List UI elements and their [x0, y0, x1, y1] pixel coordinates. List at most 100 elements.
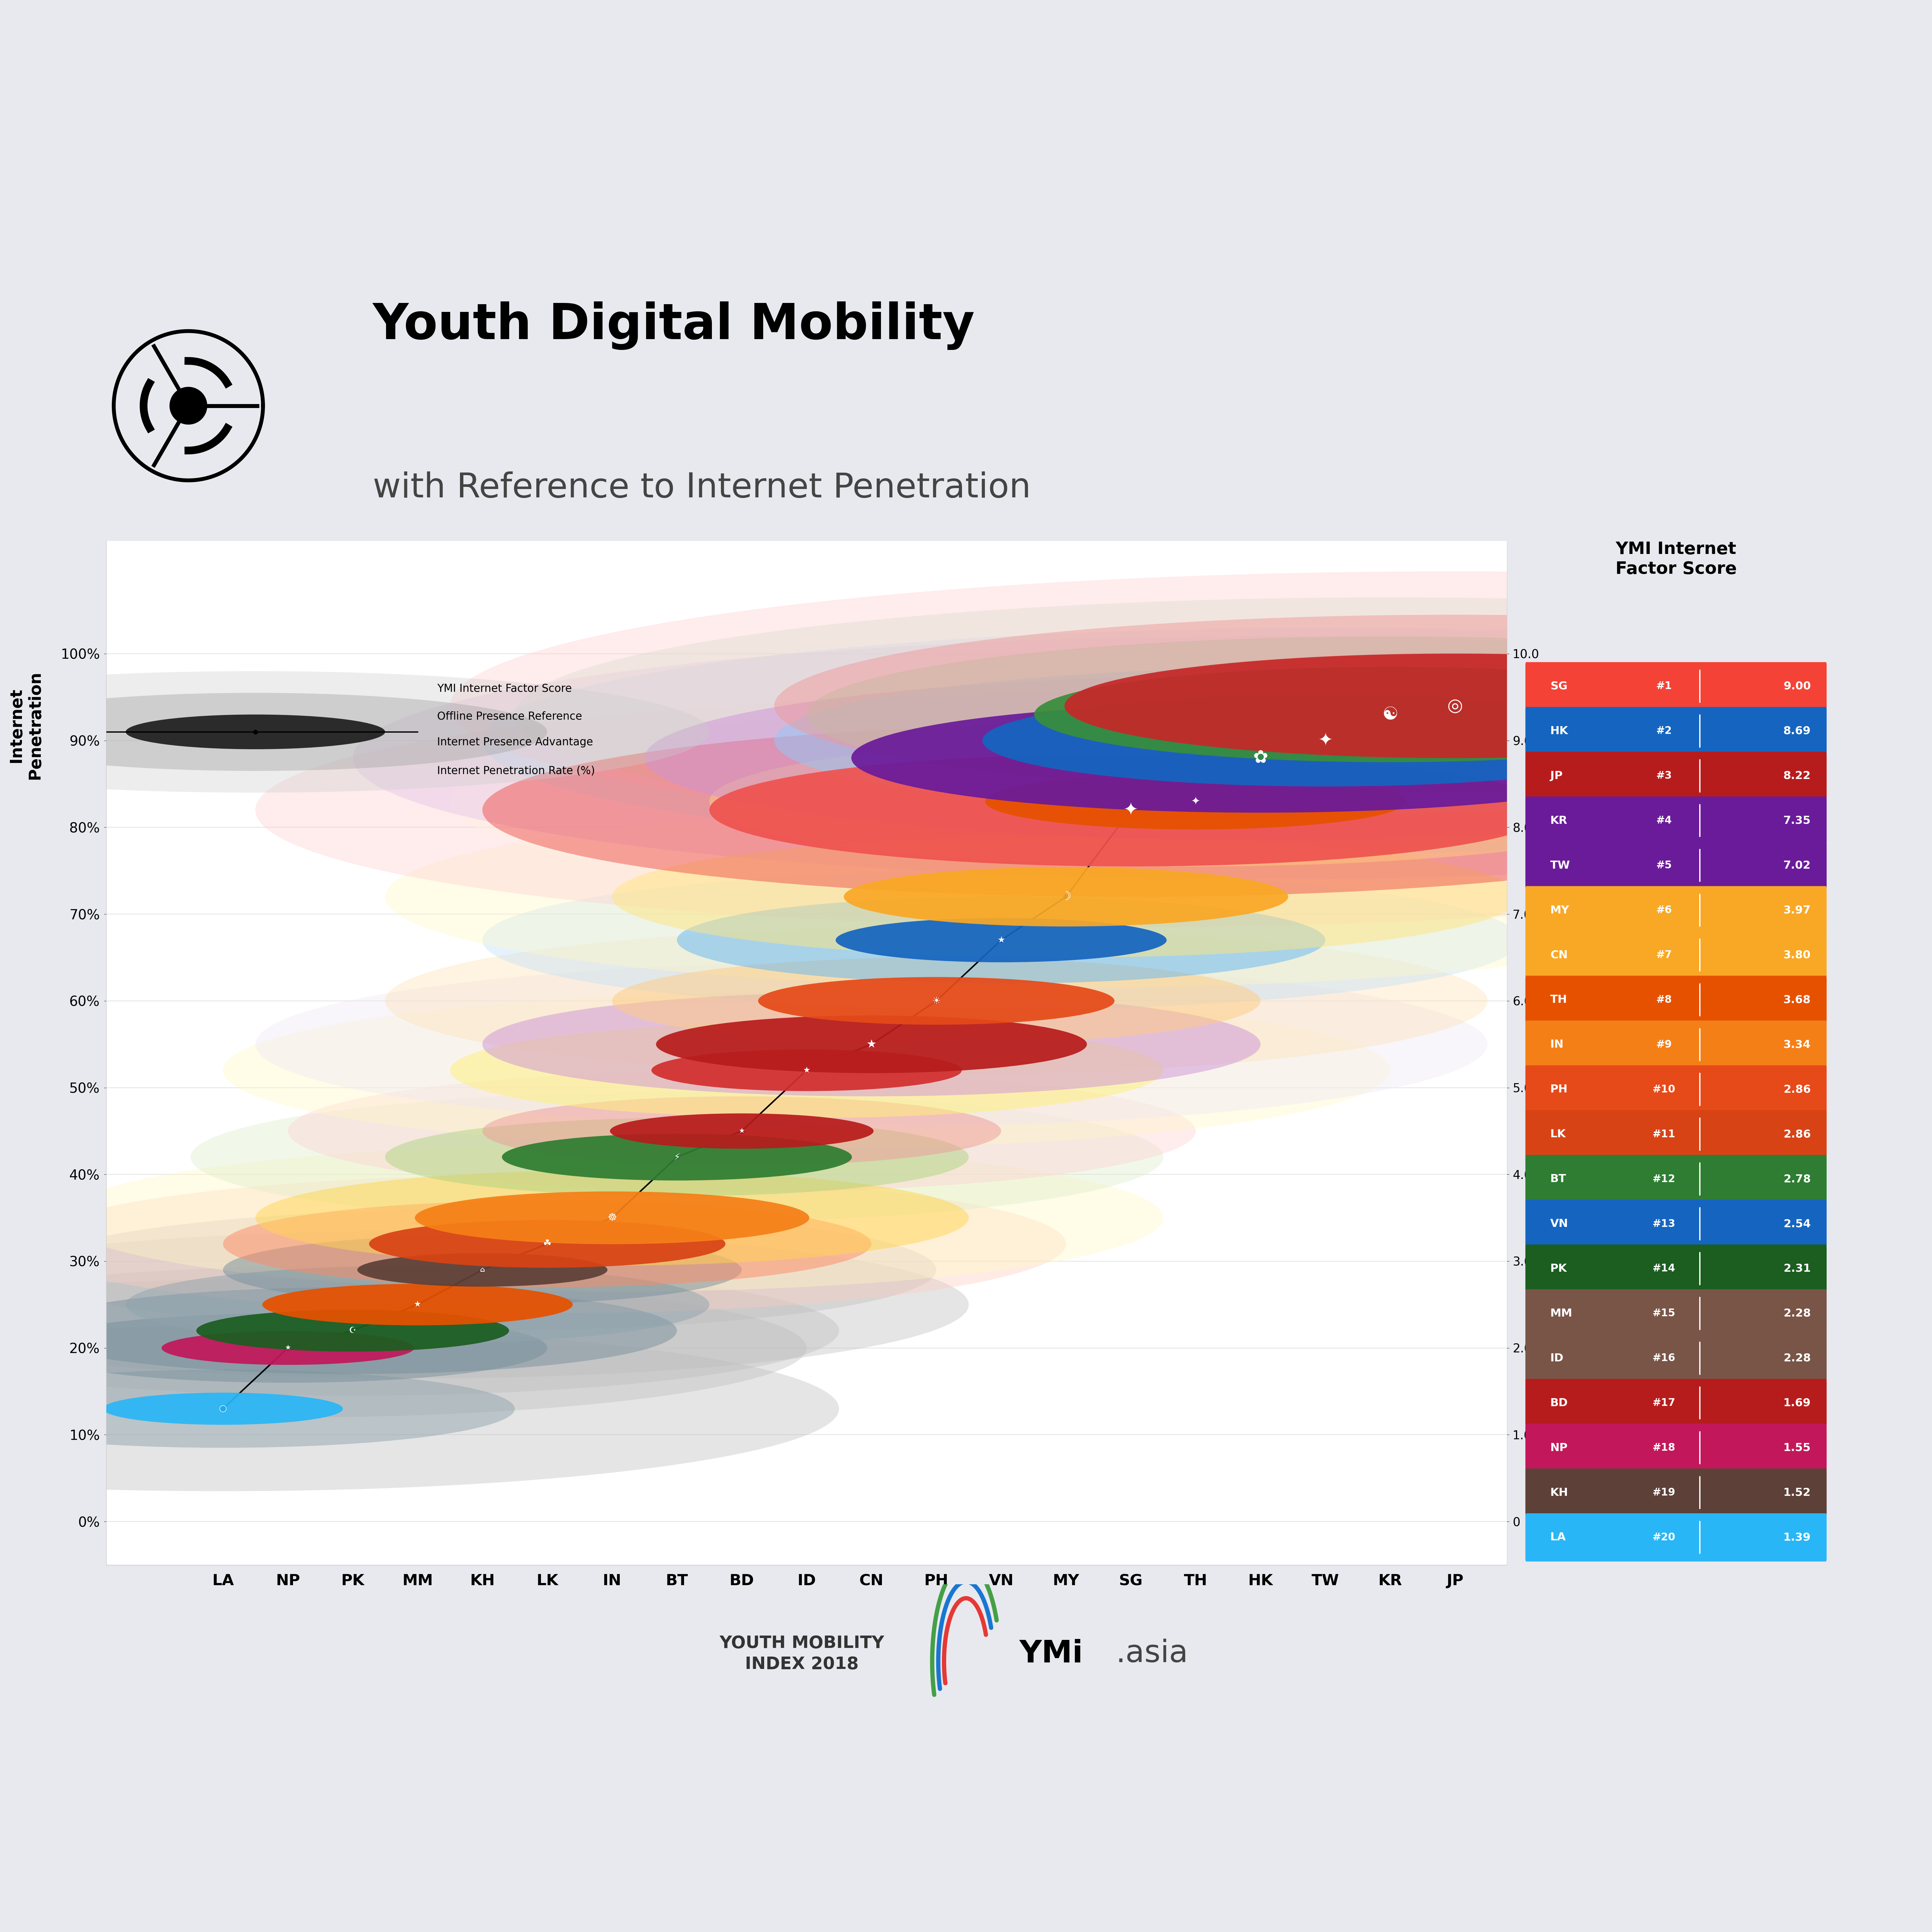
Text: KR: KR: [1549, 815, 1567, 825]
Text: #3: #3: [1656, 771, 1671, 781]
Circle shape: [255, 694, 1932, 927]
Circle shape: [384, 806, 1747, 987]
Text: #18: #18: [1652, 1443, 1675, 1453]
Circle shape: [1034, 667, 1747, 761]
Circle shape: [676, 896, 1325, 983]
Text: ☽: ☽: [1061, 891, 1070, 902]
FancyBboxPatch shape: [1526, 1289, 1826, 1337]
Text: #10: #10: [1652, 1084, 1675, 1095]
Text: JP: JP: [1549, 771, 1563, 781]
Circle shape: [852, 703, 1669, 813]
Circle shape: [709, 753, 1551, 866]
Circle shape: [657, 1016, 1088, 1072]
FancyBboxPatch shape: [1526, 1244, 1826, 1293]
Text: Internet Penetration Rate (%): Internet Penetration Rate (%): [437, 765, 595, 777]
Text: IN: IN: [1549, 1039, 1563, 1049]
Text: ✦: ✦: [1190, 796, 1200, 806]
Circle shape: [645, 676, 1876, 840]
Text: 3.97: 3.97: [1783, 904, 1810, 916]
Text: ✿: ✿: [1254, 750, 1267, 767]
FancyBboxPatch shape: [1526, 1200, 1826, 1248]
Text: ★: ★: [413, 1300, 421, 1308]
Text: ☀: ☀: [931, 997, 941, 1005]
FancyBboxPatch shape: [1526, 1111, 1826, 1159]
Text: 1.52: 1.52: [1783, 1488, 1810, 1497]
Circle shape: [775, 667, 1876, 813]
FancyBboxPatch shape: [1526, 1065, 1826, 1113]
FancyBboxPatch shape: [1526, 707, 1826, 755]
Text: TW: TW: [1549, 860, 1571, 871]
Circle shape: [197, 1310, 508, 1352]
Text: LK: LK: [1549, 1128, 1567, 1140]
Text: #5: #5: [1656, 860, 1671, 871]
Circle shape: [483, 723, 1779, 896]
Text: CN: CN: [1549, 951, 1567, 960]
Text: .asia: .asia: [1117, 1638, 1188, 1669]
FancyBboxPatch shape: [1526, 931, 1826, 980]
FancyBboxPatch shape: [1526, 887, 1826, 935]
Text: YMI Internet Factor Score: YMI Internet Factor Score: [437, 684, 572, 694]
FancyBboxPatch shape: [1526, 840, 1826, 889]
Text: YMI Internet
Factor Score: YMI Internet Factor Score: [1615, 541, 1737, 578]
Text: 2.86: 2.86: [1783, 1084, 1810, 1095]
Text: ★: ★: [804, 1066, 810, 1074]
Circle shape: [651, 1049, 962, 1092]
Text: #15: #15: [1652, 1308, 1675, 1318]
Text: ★: ★: [284, 1345, 292, 1350]
Text: 2.31: 2.31: [1783, 1264, 1810, 1273]
Text: 2.28: 2.28: [1783, 1308, 1810, 1320]
Text: MM: MM: [1549, 1308, 1573, 1320]
Text: SG: SG: [1549, 680, 1567, 692]
Text: #6: #6: [1656, 904, 1671, 916]
Text: #4: #4: [1656, 815, 1671, 825]
Text: ✦: ✦: [1318, 732, 1333, 750]
FancyBboxPatch shape: [1526, 976, 1826, 1024]
Circle shape: [450, 701, 1932, 900]
FancyBboxPatch shape: [1526, 1379, 1826, 1428]
Circle shape: [0, 694, 547, 771]
Text: PK: PK: [1549, 1264, 1567, 1273]
Circle shape: [354, 636, 1932, 879]
Circle shape: [255, 962, 1488, 1126]
Circle shape: [415, 1192, 810, 1244]
Circle shape: [288, 1070, 1196, 1192]
Y-axis label: Internet
Penetration: Internet Penetration: [8, 670, 43, 779]
Circle shape: [222, 1200, 871, 1287]
Circle shape: [483, 871, 1520, 1010]
Text: 3.68: 3.68: [1783, 995, 1810, 1005]
Circle shape: [384, 927, 1488, 1074]
Circle shape: [450, 572, 1932, 840]
Circle shape: [0, 1231, 968, 1378]
Text: ◎: ◎: [1447, 697, 1463, 715]
Text: #2: #2: [1656, 726, 1671, 736]
Text: #8: #8: [1656, 995, 1671, 1005]
Text: 9.00: 9.00: [1783, 680, 1810, 692]
Circle shape: [483, 993, 1260, 1095]
Circle shape: [502, 1134, 852, 1180]
Circle shape: [709, 736, 1683, 866]
Circle shape: [191, 1092, 1163, 1223]
Circle shape: [0, 1325, 838, 1492]
Text: MY: MY: [1549, 904, 1569, 916]
FancyBboxPatch shape: [1526, 1335, 1826, 1381]
Text: 2.78: 2.78: [1783, 1175, 1810, 1184]
Text: ★: ★: [997, 935, 1005, 945]
Text: Offline Presence Reference: Offline Presence Reference: [437, 711, 582, 721]
FancyBboxPatch shape: [1526, 1424, 1826, 1472]
Circle shape: [844, 867, 1289, 927]
Text: with Reference to Internet Penetration: with Reference to Internet Penetration: [373, 471, 1032, 504]
FancyBboxPatch shape: [1526, 752, 1826, 800]
Text: #13: #13: [1652, 1219, 1675, 1229]
Circle shape: [1065, 653, 1845, 757]
Text: #7: #7: [1656, 951, 1671, 960]
FancyBboxPatch shape: [1526, 663, 1826, 711]
Text: Internet Presence Advantage: Internet Presence Advantage: [437, 736, 593, 748]
Text: BD: BD: [1549, 1397, 1569, 1408]
Text: KH: KH: [1549, 1488, 1569, 1497]
Circle shape: [0, 1370, 514, 1447]
Text: #17: #17: [1652, 1399, 1675, 1408]
Text: TH: TH: [1549, 995, 1567, 1005]
Circle shape: [369, 1219, 724, 1267]
Circle shape: [985, 773, 1406, 829]
Text: 3.80: 3.80: [1783, 951, 1810, 960]
